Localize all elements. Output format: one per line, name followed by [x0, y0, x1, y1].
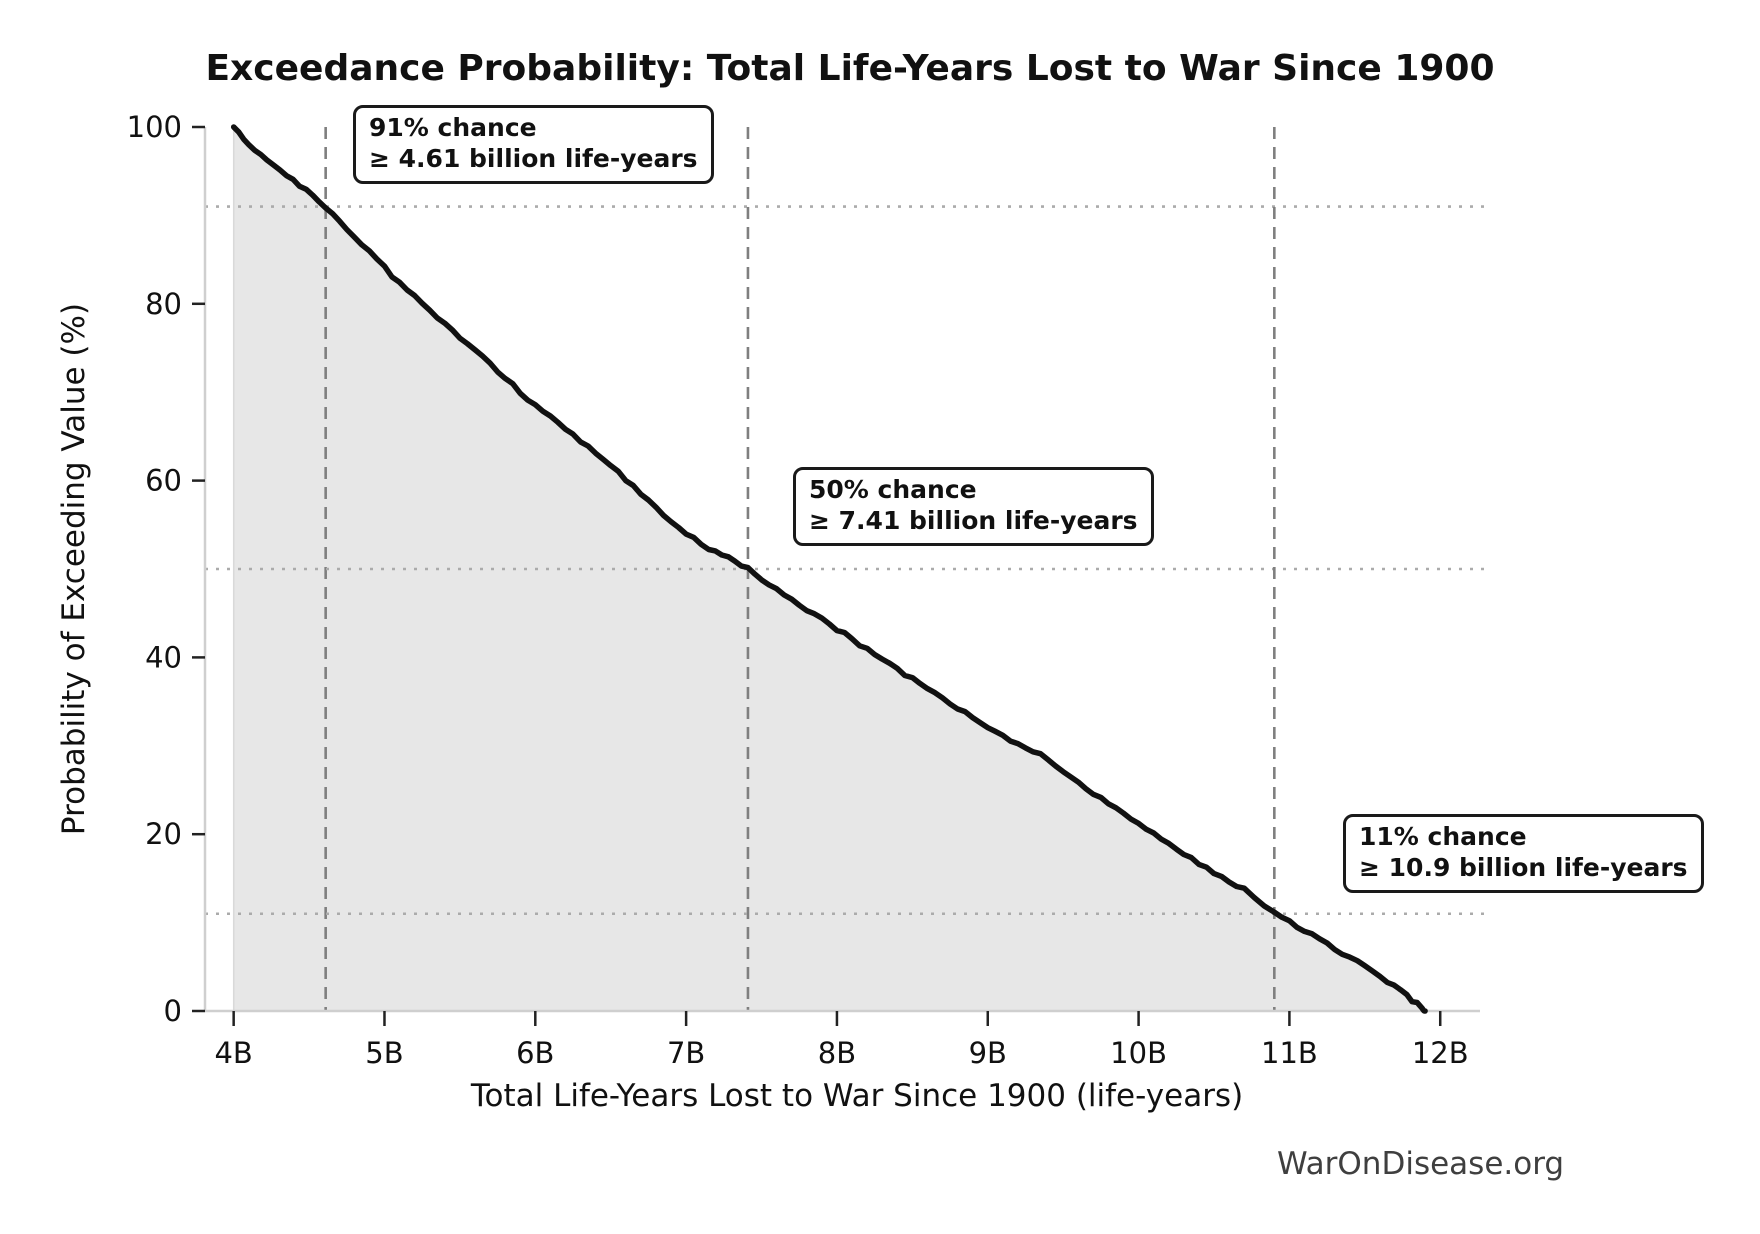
x-tick-label: 6B [516, 1036, 554, 1070]
chart-title: Exceedance Probability: Total Life-Years… [205, 48, 1495, 89]
axis-ticks: 0 20 40 60 80 100 4B 5B 6B 7B 8B 9B 10B 11B 12B [127, 110, 1469, 1070]
x-tick-label: 11B [1261, 1036, 1318, 1070]
annotation-value-text: ≥ 4.61 billion life-years [369, 143, 698, 173]
x-tick-label: 5B [365, 1036, 403, 1070]
y-tick-label: 0 [164, 994, 182, 1028]
x-tick-label: 10B [1110, 1036, 1167, 1070]
x-tick-label: 7B [667, 1036, 705, 1070]
curve-line [230, 124, 1428, 1014]
x-tick-label: 12B [1412, 1036, 1469, 1070]
annotation-91-percent: 91% chance ≥ 4.61 billion life-years [353, 105, 714, 184]
y-tick-label: 40 [145, 640, 182, 674]
area-fill [232, 125, 1426, 1012]
annotation-chance-text: 50% chance [809, 475, 977, 504]
y-tick-label: 100 [127, 110, 182, 144]
annotation-11-percent: 11% chance ≥ 10.9 billion life-years [1343, 814, 1704, 893]
y-axis-label: Probability of Exceeding Value (%) [56, 302, 92, 836]
annotation-chance-text: 11% chance [1359, 822, 1527, 851]
axis-spines [203, 127, 1480, 1013]
watermark: WarOnDisease.org [1277, 1146, 1565, 1182]
x-tick-label: 4B [214, 1036, 252, 1070]
y-tick-label: 80 [145, 287, 182, 321]
y-tick-label: 60 [145, 464, 182, 498]
x-tick-label: 9B [969, 1036, 1007, 1070]
y-tick-label: 20 [145, 817, 182, 851]
annotation-value-text: ≥ 10.9 billion life-years [1359, 852, 1688, 882]
annotation-chance-text: 91% chance [369, 113, 537, 142]
annotation-value-text: ≥ 7.41 billion life-years [809, 505, 1138, 535]
x-tick-label: 8B [818, 1036, 856, 1070]
annotation-50-percent: 50% chance ≥ 7.41 billion life-years [793, 467, 1154, 546]
x-axis-label: Total Life-Years Lost to War Since 1900 … [470, 1078, 1244, 1114]
